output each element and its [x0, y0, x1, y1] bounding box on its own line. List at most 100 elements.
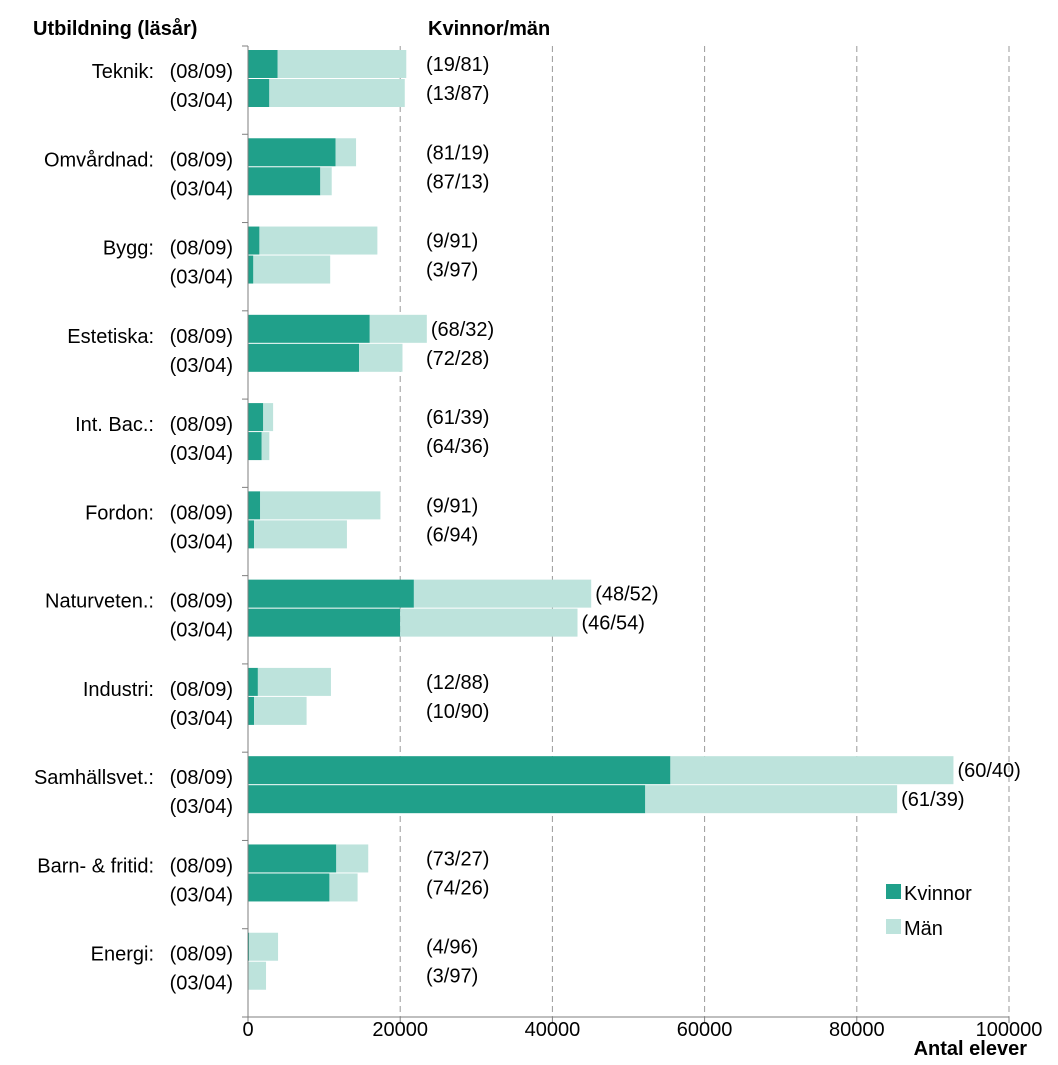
bar-man — [369, 314, 427, 343]
legend-label-man: Män — [904, 918, 943, 940]
bar-man — [260, 491, 381, 520]
bar-man — [254, 696, 307, 725]
legend: Kvinnor Män — [886, 883, 972, 940]
bar-man — [248, 961, 267, 990]
bar-man — [269, 79, 405, 107]
year-label: (08/09) — [170, 855, 233, 877]
year-label: (08/09) — [170, 591, 233, 613]
bar-man — [263, 403, 274, 432]
axes — [242, 45, 1010, 1023]
bar-kvinnor — [248, 932, 250, 961]
year-label: (03/04) — [170, 708, 233, 730]
bar-man — [253, 255, 331, 284]
bar-kvinnor — [248, 756, 671, 785]
bar-man — [320, 167, 332, 196]
bar-man — [277, 50, 407, 78]
category-label: Teknik: — [92, 61, 154, 83]
ratio-label: (3/97) — [426, 260, 478, 282]
year-label: (08/09) — [170, 149, 233, 171]
ratio-label: (10/90) — [426, 701, 489, 723]
year-label: (08/09) — [170, 679, 233, 701]
ratio-label: (9/91) — [426, 231, 478, 253]
category-label: Naturveten.: — [45, 591, 154, 613]
x-tick-label: 20000 — [372, 1019, 428, 1041]
bars — [248, 50, 954, 990]
ratio-label: (61/39) — [901, 789, 964, 811]
bar-man — [670, 756, 954, 785]
ratio-label: (64/36) — [426, 436, 489, 458]
category-label: Energi: — [91, 944, 154, 966]
bar-kvinnor — [248, 343, 360, 372]
bar-kvinnor — [248, 608, 401, 637]
category-label: Samhällsvet.: — [34, 767, 154, 789]
ratio-label: (19/81) — [426, 54, 489, 76]
bar-kvinnor — [248, 403, 264, 432]
year-label: (03/04) — [170, 443, 233, 465]
x-tick-label: 80000 — [829, 1019, 885, 1041]
year-label: (08/09) — [170, 61, 233, 83]
category-label: Int. Bac.: — [75, 414, 154, 436]
year-label: (03/04) — [170, 90, 233, 112]
year-label: (08/09) — [170, 944, 233, 966]
bar-kvinnor — [248, 696, 255, 725]
category-label: Industri: — [83, 679, 154, 701]
bar-kvinnor — [248, 432, 262, 461]
bar-kvinnor — [248, 579, 414, 608]
ratio-label: (6/94) — [426, 524, 478, 546]
bar-man — [261, 432, 270, 461]
bar-kvinnor — [248, 226, 260, 255]
year-label: (03/04) — [170, 178, 233, 200]
legend-swatch-man — [886, 919, 901, 934]
x-axis-label: Antal elever — [914, 1038, 1028, 1060]
chart-title: Kvinnor/män — [428, 18, 550, 40]
year-label: (08/09) — [170, 326, 233, 348]
bar-kvinnor — [248, 167, 321, 196]
ratio-label: (12/88) — [426, 672, 489, 694]
year-label: (03/04) — [170, 620, 233, 642]
bar-man — [257, 667, 331, 696]
ratio-label: (73/27) — [426, 848, 489, 870]
ratio-label: (72/28) — [426, 348, 489, 370]
year-label: (03/04) — [170, 796, 233, 818]
year-label: (08/09) — [170, 502, 233, 524]
bar-man — [645, 785, 898, 814]
bar-man — [336, 844, 369, 873]
ratio-label: (9/91) — [426, 495, 478, 517]
ratio-label: (74/26) — [426, 877, 489, 899]
bar-man — [413, 579, 592, 608]
ratio-label: (3/97) — [426, 966, 478, 988]
year-label: (03/04) — [170, 531, 233, 553]
ratio-label: (13/87) — [426, 83, 489, 105]
bar-kvinnor — [248, 491, 261, 520]
bar-man — [329, 873, 358, 902]
ratio-label: (68/32) — [431, 319, 494, 341]
bar-man — [335, 138, 357, 167]
x-tick-label: 0 — [242, 1019, 253, 1041]
bar-kvinnor — [248, 314, 370, 343]
bar-kvinnor — [248, 785, 646, 814]
bar-kvinnor — [248, 667, 258, 696]
ratio-label: (81/19) — [426, 142, 489, 164]
bar-man — [259, 226, 378, 255]
category-label: Omvårdnad: — [44, 149, 154, 171]
legend-label-kvinnor: Kvinnor — [904, 883, 972, 905]
labels: 0 20000 40000 60000 80000 100000 (08/09) (19/81… — [34, 54, 1042, 1041]
bar-man — [400, 608, 578, 637]
header-left: Utbildning (läsår) — [33, 17, 197, 40]
category-label: Bygg: — [103, 238, 154, 260]
bar-kvinnor — [248, 255, 254, 284]
year-label: (03/04) — [170, 884, 233, 906]
grid-lines — [399, 46, 1010, 1017]
ratio-label: (61/39) — [426, 407, 489, 429]
year-label: (08/09) — [170, 767, 233, 789]
x-tick-label: 40000 — [525, 1019, 581, 1041]
x-tick-label: 60000 — [677, 1019, 733, 1041]
bar-man — [359, 343, 403, 372]
year-label: (08/09) — [170, 414, 233, 436]
year-label: (03/04) — [170, 355, 233, 377]
ratio-label: (60/40) — [957, 760, 1020, 782]
ratio-label: (48/52) — [595, 584, 658, 606]
ratio-label: (87/13) — [426, 171, 489, 193]
year-label: (08/09) — [170, 238, 233, 260]
